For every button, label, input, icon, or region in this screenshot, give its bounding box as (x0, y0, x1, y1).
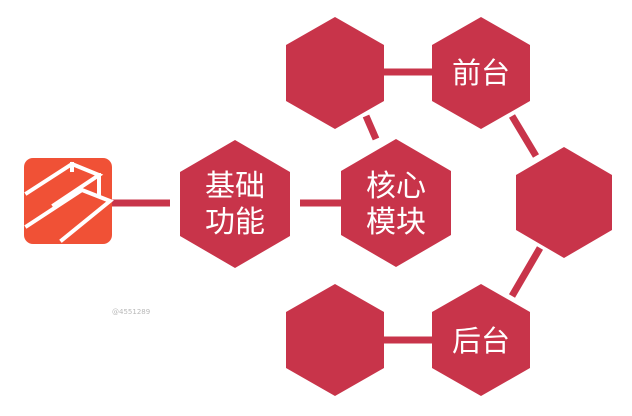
edge-core-topleft (362, 114, 380, 141)
node-basic-hex (180, 140, 290, 268)
node-core-label-line1: 核心 (366, 169, 426, 204)
laravel-logo-icon (24, 158, 114, 244)
node-core-hex (341, 139, 451, 267)
node-bottomleft-hex (286, 284, 384, 396)
node-basic-label-line2: 功能 (205, 205, 265, 240)
node-basic-label-line1: 基础 (205, 169, 265, 204)
node-topleft-hex (286, 17, 384, 129)
node-frontend-label: 前台 (452, 56, 510, 90)
logo-line-upper (24, 161, 104, 208)
diagram-nodes (180, 17, 612, 396)
watermark-text: @4551289 (112, 308, 150, 316)
diagram-edges (110, 68, 544, 344)
node-backend-label: 后台 (452, 324, 510, 358)
node-frontend-hex (432, 17, 530, 129)
node-backend-hex (432, 284, 530, 396)
logo-line-lower (24, 187, 114, 243)
node-core-label-line2: 模块 (366, 205, 426, 240)
edge-frontend-right (508, 114, 540, 158)
node-right-hex (516, 147, 612, 258)
edge-right-backend (508, 246, 544, 298)
